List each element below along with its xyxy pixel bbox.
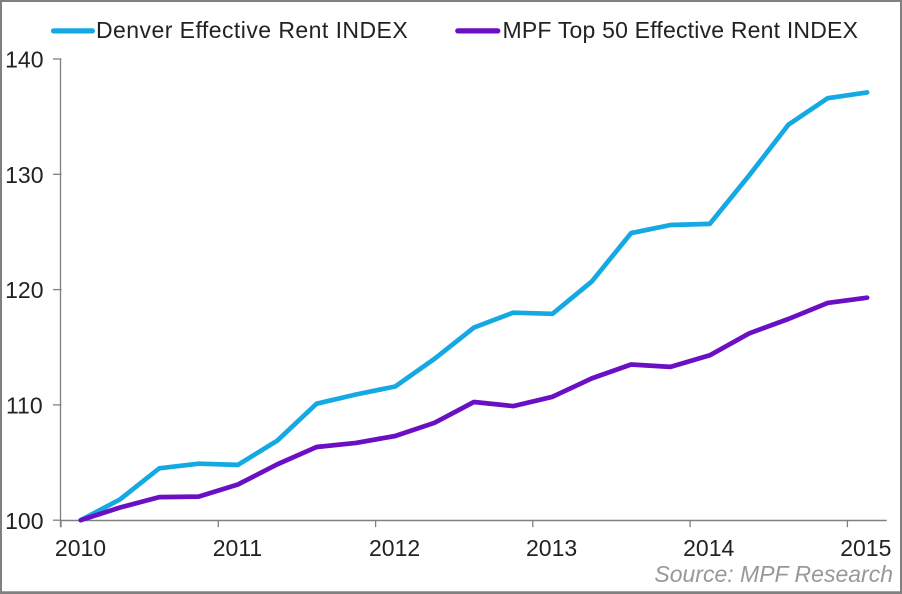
svg-text:140: 140 — [5, 47, 43, 73]
svg-text:Source: MPF Research: Source: MPF Research — [654, 561, 893, 587]
svg-text:2015: 2015 — [840, 535, 891, 561]
svg-text:110: 110 — [6, 393, 43, 419]
svg-text:2013: 2013 — [526, 535, 577, 561]
svg-text:100: 100 — [5, 508, 43, 534]
svg-text:120: 120 — [5, 277, 43, 303]
svg-text:2012: 2012 — [369, 535, 420, 561]
svg-text:130: 130 — [5, 162, 43, 188]
svg-text:2011: 2011 — [213, 535, 262, 561]
svg-text:MPF Top 50 Effective Rent INDE: MPF Top 50 Effective Rent INDEX — [503, 17, 859, 43]
svg-text:2010: 2010 — [55, 535, 106, 561]
svg-text:2014: 2014 — [683, 535, 734, 561]
svg-text:Denver Effective Rent INDEX: Denver Effective Rent INDEX — [96, 17, 408, 43]
